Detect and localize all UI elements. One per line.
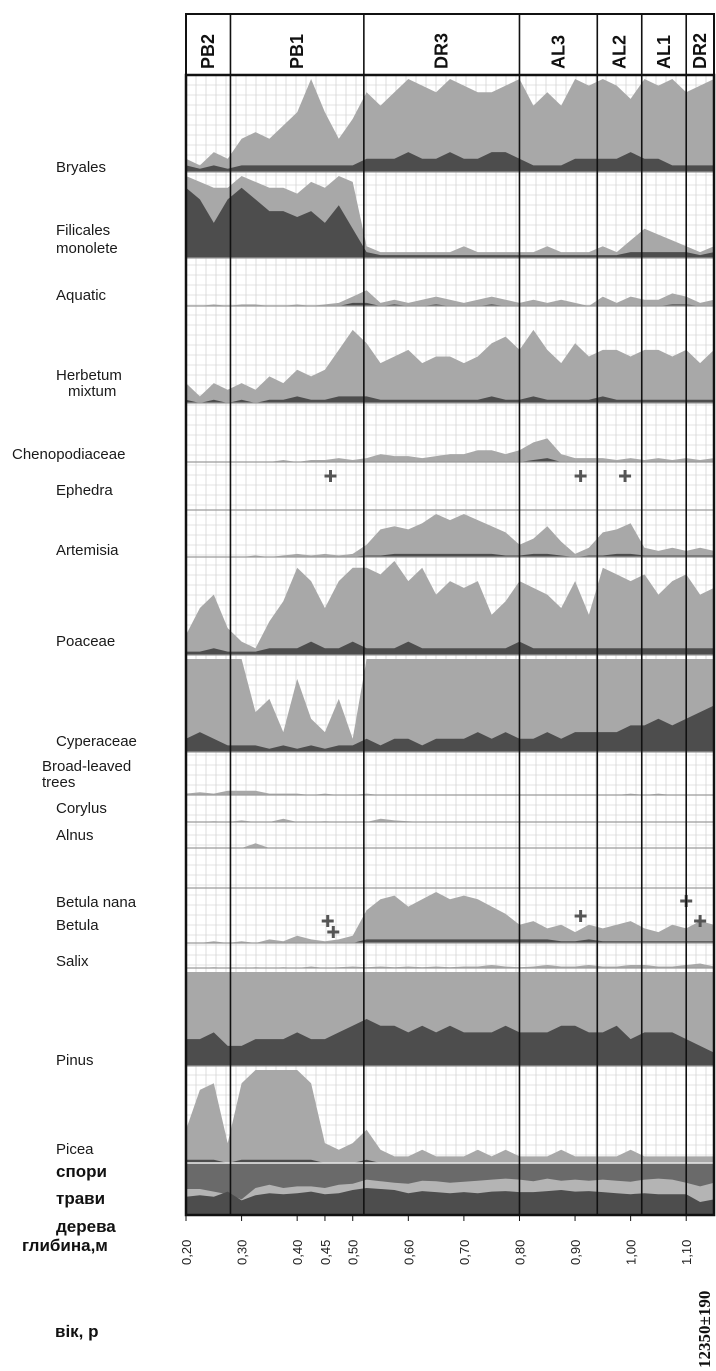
depth-tick-label: 0,50 [346,1240,361,1265]
age-axis-title: вік, р [55,1322,99,1341]
curve-filicales-monolete-dark [186,187,714,258]
curve-picea-dark [186,1159,714,1163]
zone-header-box [185,13,715,76]
taxon-label-cyperaceae: Cyperaceae [56,733,137,750]
presence-marker [694,915,707,927]
depth-tick-label: 0,45 [318,1240,333,1265]
taxon-label-corylus: Corylus [56,800,107,817]
curve-chenopodiaceae-light [186,438,714,462]
curve-bryales-light [186,79,714,172]
curve-pinus-dark [186,1019,714,1066]
age-value: 12350±190 [695,1291,714,1368]
depth-tick-label: 1,00 [624,1240,639,1265]
taxon-label-alnus: Alnus [56,827,94,844]
presence-marker [574,910,587,922]
curve-herbetum-mixtum-dark [186,396,714,403]
depth-axis-title: глибина,м [22,1236,108,1255]
zone-header: PB2 PB1 DR3 AL3 AL2 AL1 DR2 [184,13,716,1217]
presence-marker [327,926,340,938]
curve-alnus-light [186,843,714,848]
presence-marker [324,470,337,482]
taxon-label-poaceae: Poaceae [56,633,115,650]
curve-salix-light [186,963,714,968]
zone-label-al3: AL3 [548,35,568,69]
taxon-label-ephedra: Ephedra [56,482,113,499]
zone-label-dr3: DR3 [432,33,452,69]
curve-cyperaceae-light [186,659,714,752]
curve-artemisia-light [186,514,714,557]
depth-tick-label: 0,70 [457,1240,472,1265]
taxon-label-pinus: Pinus [56,1052,94,1069]
depth-tick-label: 0,80 [513,1240,528,1265]
curve-betula-dark [186,939,714,943]
taxon-label-bryales: Bryales [56,159,106,176]
taxon-label-betula-nana: Betula nana [56,894,137,911]
depth-tick-label: 0,40 [290,1240,305,1265]
taxon-label-broad-leaved-trees: trees [42,774,75,791]
zone-label-al2: AL2 [610,35,630,69]
group-trees-area [186,1188,714,1215]
taxon-band-borders [186,171,714,1164]
taxon-label-herbetum-mixtum: Herbetum [56,367,122,384]
depth-tick-label: 1,10 [679,1240,694,1265]
curve-artemisia-dark [186,553,714,557]
taxon-curves [186,79,714,1215]
curve-poaceae-light [186,561,714,655]
depth-tick-label: 0,90 [568,1240,583,1265]
zone-label-dr2: DR2 [690,33,710,69]
curve-bryales-dark [186,152,714,172]
depth-tick-label: 0,60 [401,1240,416,1265]
zone-label-pb1: PB1 [287,34,307,69]
taxon-label-filicales-monolete: Filicales [56,222,110,239]
taxon-label-picea: Picea [56,1141,94,1158]
presence-marker [321,915,334,927]
curve-cyperaceae-dark [186,705,714,752]
group-label-1: трави [56,1189,105,1208]
curve-poaceae-dark [186,641,714,655]
depth-tick-label: 0,20 [179,1240,194,1265]
taxon-label-chenopodiaceae: Chenopodiaceae [12,446,125,463]
taxon-label-betula: Betula [56,917,99,934]
curve-betula-light [186,892,714,943]
taxon-label-herbetum-mixtum: mixtum [68,383,116,400]
group-label-0: спори [56,1162,107,1181]
curve-broad-leaved-trees-light [186,790,714,795]
group-label-2: дерева [56,1217,116,1236]
presence-marker [619,470,632,482]
taxon-label-salix: Salix [56,953,89,970]
zone-label-pb2: PB2 [198,34,218,69]
curve-herbetum-mixtum-light [186,329,714,403]
plot-frame [184,73,716,1217]
curve-aquatic-light [186,290,714,306]
taxon-label-broad-leaved-trees: Broad-leaved [42,758,131,775]
depth-axis: 0,20 0,30 0,40 0,45 0,50 0,60 0,70 0,80 0,90 1,00… [179,1215,694,1265]
depth-tick-label: 0,30 [235,1240,250,1265]
curve-picea-light [186,1070,714,1163]
taxon-label-artemisia: Artemisia [56,542,119,559]
taxon-label-filicales-monolete: monolete [56,240,118,257]
taxon-label-aquatic: Aquatic [56,287,107,304]
presence-marker [574,470,587,482]
zone-label-al1: AL1 [654,35,674,69]
